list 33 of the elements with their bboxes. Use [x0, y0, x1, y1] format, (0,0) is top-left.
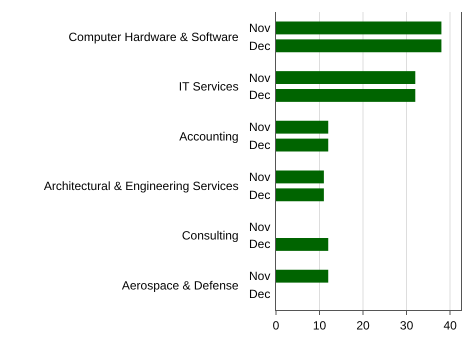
text: Nov — [249, 120, 270, 134]
bar — [276, 21, 442, 34]
x-tick-label: 40 — [443, 318, 458, 332]
bar — [276, 270, 328, 283]
bar — [276, 170, 324, 184]
series-label: Dec — [249, 39, 270, 53]
y-tick-label: Accounting — [179, 129, 239, 144]
x-tick-label: 10 — [312, 318, 327, 332]
bar — [276, 39, 442, 52]
x-tick-label: 30 — [400, 318, 414, 332]
bar — [276, 188, 324, 202]
text: Nov — [249, 170, 270, 184]
y-tick-label: Computer Hardware & Software — [68, 30, 239, 44]
x-tick-label: 20 — [356, 318, 370, 332]
y-tick-label: Architectural & Engineering Services — [44, 179, 239, 194]
bar — [276, 71, 416, 84]
text: Nov — [249, 220, 270, 234]
text: Dec — [249, 188, 270, 202]
text: Nov — [249, 269, 270, 283]
text: Dec — [249, 287, 270, 301]
y-tick-label: IT Services — [178, 80, 239, 94]
text: Dec — [249, 237, 270, 251]
text: Dec — [249, 88, 270, 102]
bar — [276, 88, 416, 102]
text: Dec — [249, 138, 270, 152]
y-tick-label: Consulting — [182, 228, 239, 243]
text: Nov — [249, 71, 270, 85]
bar — [276, 238, 328, 251]
x-tick-label: 0 — [272, 318, 280, 332]
y-tick-label: Aerospace & Defense — [122, 278, 239, 292]
bar — [276, 120, 328, 134]
bar — [276, 138, 328, 152]
series-label: Nov — [249, 21, 270, 35]
